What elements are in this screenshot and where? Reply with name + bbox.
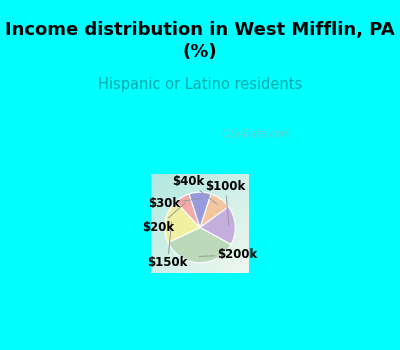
Text: $100k: $100k [205,180,246,226]
Text: $20k: $20k [142,203,185,234]
Text: $30k: $30k [148,197,200,210]
Wedge shape [176,194,200,228]
Text: $40k: $40k [172,175,217,204]
Text: Income distribution in West Mifflin, PA
(%): Income distribution in West Mifflin, PA … [5,21,395,61]
Text: Hispanic or Latino residents: Hispanic or Latino residents [98,77,302,92]
Wedge shape [165,202,200,243]
Wedge shape [189,192,211,228]
Text: $200k: $200k [199,248,257,261]
Text: $150k: $150k [148,222,188,269]
Wedge shape [168,228,231,263]
Text: City-Data.com: City-Data.com [222,130,291,139]
Wedge shape [200,207,235,245]
Wedge shape [200,194,228,228]
